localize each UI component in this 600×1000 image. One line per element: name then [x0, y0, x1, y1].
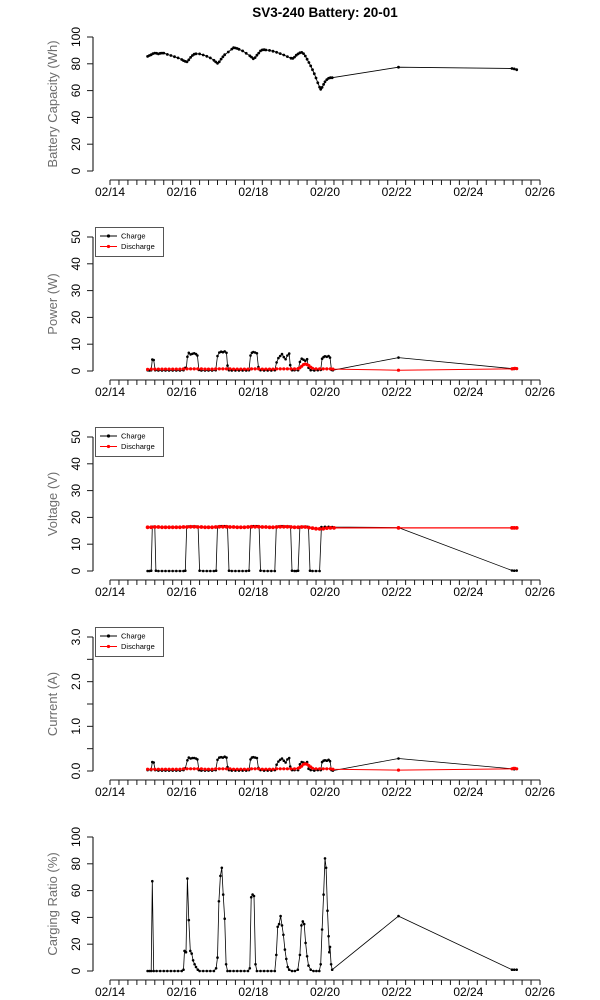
svg-text:02/14: 02/14	[95, 785, 125, 799]
svg-text:02/18: 02/18	[238, 385, 268, 399]
svg-text:Discharge: Discharge	[121, 642, 155, 651]
svg-text:50: 50	[69, 230, 83, 244]
svg-text:50: 50	[69, 430, 83, 444]
svg-text:02/14: 02/14	[95, 185, 125, 199]
svg-text:02/16: 02/16	[167, 385, 197, 399]
svg-text:60: 60	[69, 884, 83, 898]
svg-text:02/16: 02/16	[167, 185, 197, 199]
svg-text:20: 20	[69, 310, 83, 324]
svg-text:02/20: 02/20	[310, 585, 340, 599]
svg-text:60: 60	[69, 84, 83, 98]
svg-text:02/18: 02/18	[238, 585, 268, 599]
svg-text:0: 0	[69, 967, 83, 974]
svg-text:Discharge: Discharge	[121, 442, 155, 451]
svg-text:02/18: 02/18	[238, 985, 268, 999]
svg-text:30: 30	[69, 484, 83, 498]
svg-text:0: 0	[69, 567, 83, 574]
svg-text:02/16: 02/16	[167, 585, 197, 599]
svg-text:Charge: Charge	[121, 432, 146, 441]
svg-text:02/26: 02/26	[525, 385, 555, 399]
svg-text:02/20: 02/20	[310, 385, 340, 399]
svg-text:02/20: 02/20	[310, 985, 340, 999]
power-chart: 02/14 02/16 02/18 02/20 02/22 02/24 02/26 0 10 20…	[45, 227, 555, 399]
svg-text:02/22: 02/22	[382, 185, 412, 199]
svg-text:Battery Capacity (Wh): Battery Capacity (Wh)	[45, 40, 60, 167]
svg-text:02/14: 02/14	[95, 385, 125, 399]
voltage-chart: 02/14 02/16 02/18 02/20 02/22 02/24 02/26 0 10 20…	[45, 427, 555, 599]
svg-text:02/18: 02/18	[238, 785, 268, 799]
svg-text:Current (A): Current (A)	[45, 672, 60, 736]
svg-text:02/18: 02/18	[238, 185, 268, 199]
svg-text:30: 30	[69, 284, 83, 298]
svg-text:Carging Ratio (%): Carging Ratio (%)	[45, 852, 60, 955]
svg-text:02/24: 02/24	[453, 585, 483, 599]
svg-text:02/22: 02/22	[382, 985, 412, 999]
svg-text:3.0: 3.0	[69, 628, 83, 645]
svg-text:02/26: 02/26	[525, 185, 555, 199]
current-chart: 02/14 02/16 02/18 02/20 02/22 02/24 02/26 0.0 1.…	[45, 627, 555, 799]
svg-text:02/24: 02/24	[453, 985, 483, 999]
carging-ratio-chart: 02/14 02/16 02/18 02/20 02/22 02/24 02/26 0 20 40…	[45, 827, 555, 999]
panel-carging-ratio: 02/14 02/16 02/18 02/20 02/22 02/24 02/26 0 20 40…	[0, 800, 600, 1000]
svg-text:Charge: Charge	[121, 232, 146, 241]
panel-current: 02/14 02/16 02/18 02/20 02/22 02/24 02/26 0.0 1.…	[0, 600, 600, 800]
svg-text:02/22: 02/22	[382, 385, 412, 399]
svg-text:80: 80	[69, 857, 83, 871]
svg-text:10: 10	[69, 337, 83, 351]
svg-text:02/24: 02/24	[453, 385, 483, 399]
svg-text:40: 40	[69, 910, 83, 924]
svg-text:1.0: 1.0	[69, 718, 83, 735]
svg-text:02/22: 02/22	[382, 785, 412, 799]
svg-text:02/26: 02/26	[525, 785, 555, 799]
panel-voltage: 02/14 02/16 02/18 02/20 02/22 02/24 02/26 0 10 20…	[0, 400, 600, 600]
svg-text:02/26: 02/26	[525, 585, 555, 599]
svg-text:02/14: 02/14	[95, 985, 125, 999]
svg-text:02/16: 02/16	[167, 985, 197, 999]
svg-text:40: 40	[69, 110, 83, 124]
svg-text:02/14: 02/14	[95, 585, 125, 599]
svg-text:100: 100	[69, 27, 83, 47]
svg-text:02/24: 02/24	[453, 785, 483, 799]
svg-text:Discharge: Discharge	[121, 242, 155, 251]
svg-text:02/20: 02/20	[310, 185, 340, 199]
svg-text:0.0: 0.0	[69, 762, 83, 779]
svg-text:0: 0	[69, 367, 83, 374]
svg-text:40: 40	[69, 257, 83, 271]
svg-text:Power (W): Power (W)	[45, 273, 60, 334]
chart-title: SV3-240 Battery: 20-01	[252, 5, 398, 20]
svg-text:02/22: 02/22	[382, 585, 412, 599]
svg-text:Voltage (V): Voltage (V)	[45, 472, 60, 536]
svg-text:100: 100	[69, 827, 83, 847]
svg-text:02/16: 02/16	[167, 785, 197, 799]
svg-text:80: 80	[69, 57, 83, 71]
svg-text:02/24: 02/24	[453, 185, 483, 199]
svg-text:02/26: 02/26	[525, 985, 555, 999]
svg-text:40: 40	[69, 457, 83, 471]
svg-text:0: 0	[69, 167, 83, 174]
panel-power: 02/14 02/16 02/18 02/20 02/22 02/24 02/26 0 10 20…	[0, 200, 600, 400]
svg-text:10: 10	[69, 537, 83, 551]
svg-text:02/20: 02/20	[310, 785, 340, 799]
svg-text:2.0: 2.0	[69, 673, 83, 690]
svg-text:20: 20	[69, 937, 83, 951]
svg-text:Charge: Charge	[121, 632, 146, 641]
svg-text:20: 20	[69, 137, 83, 151]
svg-text:20: 20	[69, 510, 83, 524]
battery-capacity-chart: 02/14 02/16 02/18 02/20 02/22 02/24 02/26 0 20 40…	[45, 27, 555, 199]
panel-battery-capacity: SV3-240 Battery: 20-01 02/14 02/16 02/18 02…	[0, 0, 600, 200]
